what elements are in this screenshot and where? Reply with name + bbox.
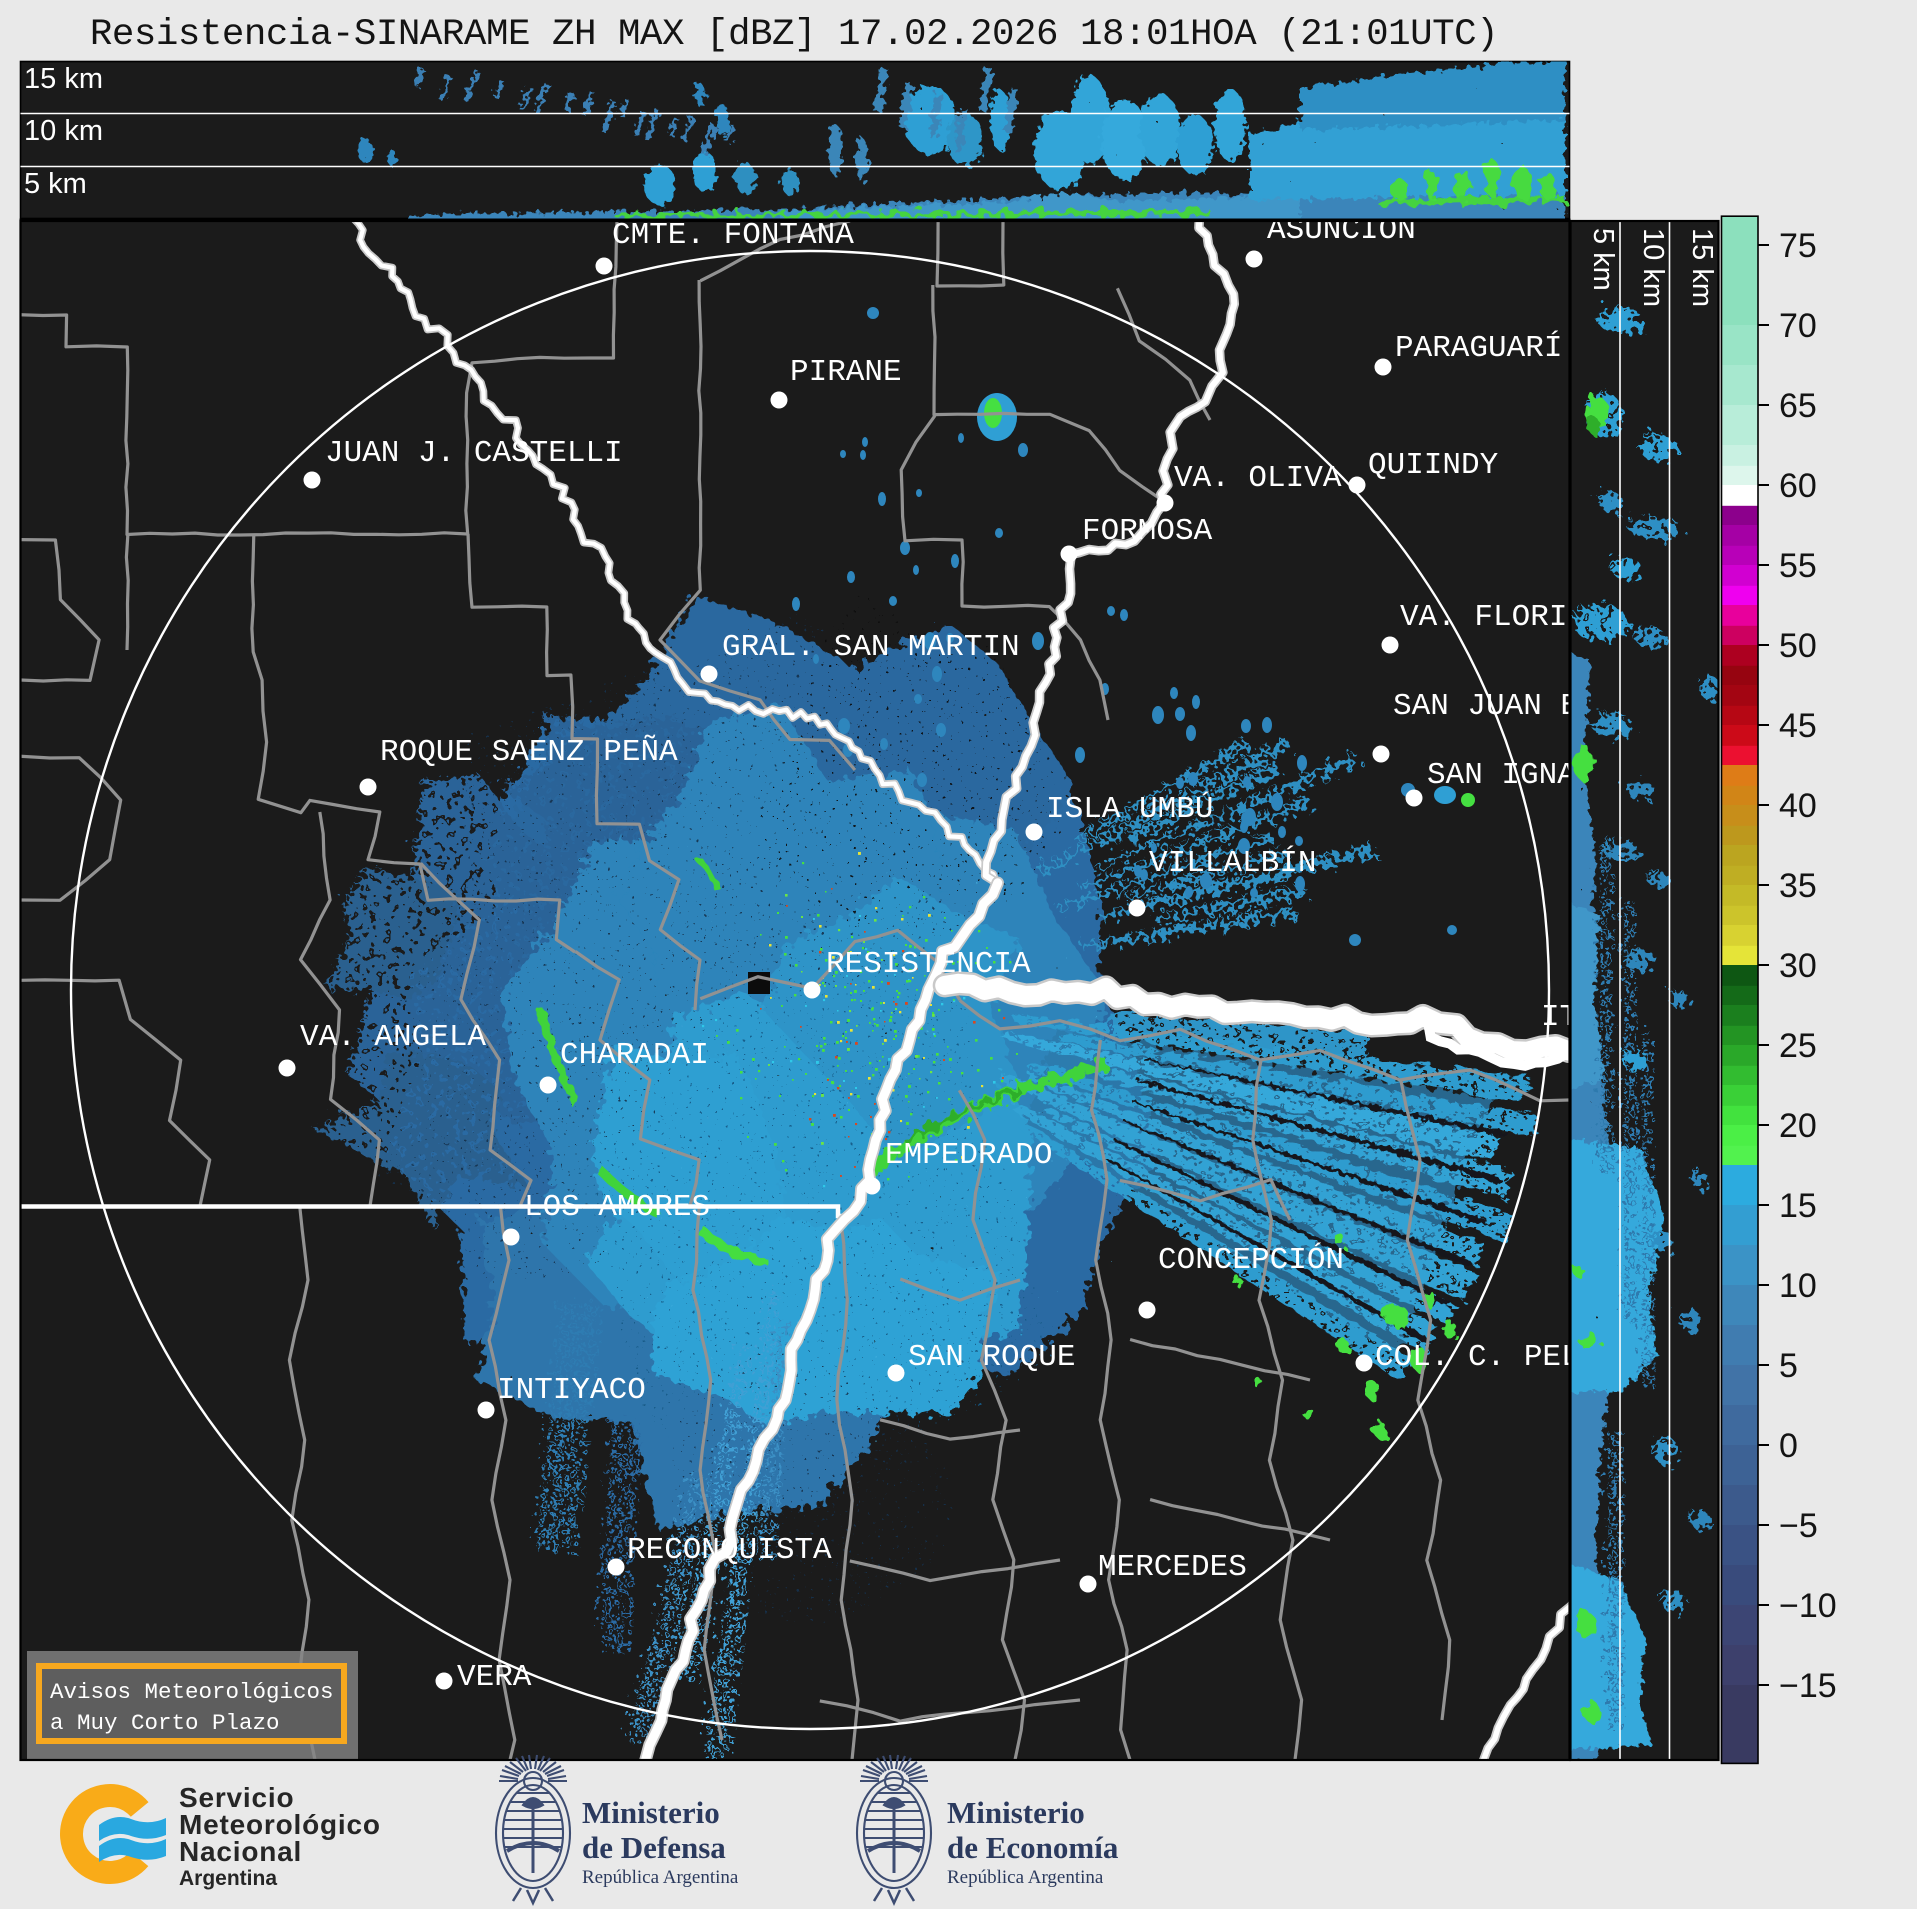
svg-text:ITUZAINGÓ: ITUZAINGÓ: [1541, 998, 1708, 1035]
svg-text:RECONQUISTA: RECONQUISTA: [627, 1533, 832, 1568]
svg-text:VILLALBÍN: VILLALBÍN: [1149, 844, 1316, 881]
svg-text:Meteorológico: Meteorológico: [179, 1809, 381, 1840]
svg-text:JUAN J. CASTELLI: JUAN J. CASTELLI: [325, 436, 623, 471]
svg-text:35: 35: [1779, 867, 1817, 905]
svg-text:60: 60: [1779, 467, 1817, 505]
svg-text:FORMOSA: FORMOSA: [1082, 514, 1213, 549]
svg-text:VA. FLORIDA: VA. FLORIDA: [1400, 600, 1605, 635]
svg-text:de Economía: de Economía: [947, 1830, 1119, 1865]
svg-text:VERA: VERA: [457, 1660, 532, 1695]
svg-text:10 km: 10 km: [1637, 228, 1669, 307]
svg-text:SAN IGNACIO: SAN IGNACIO: [1427, 758, 1632, 793]
svg-text:República Argentina: República Argentina: [582, 1867, 739, 1888]
svg-text:CONCEPCIÓN: CONCEPCIÓN: [1158, 1241, 1344, 1278]
svg-text:COL. C. PELLEGRINI: COL. C. PELLEGRINI: [1375, 1340, 1710, 1375]
svg-text:5: 5: [1779, 1347, 1798, 1385]
svg-text:15 km: 15 km: [24, 63, 103, 95]
svg-text:ROQUE SAENZ PEÑA: ROQUE SAENZ PEÑA: [380, 734, 678, 770]
svg-text:25: 25: [1779, 1027, 1817, 1065]
svg-text:50: 50: [1779, 627, 1817, 665]
svg-text:10: 10: [1779, 1267, 1817, 1305]
svg-text:LOS AMORES: LOS AMORES: [524, 1190, 710, 1225]
svg-text:15 km: 15 km: [1686, 228, 1718, 307]
svg-text:de Defensa: de Defensa: [582, 1830, 726, 1865]
svg-text:SAN ROQUE: SAN ROQUE: [908, 1340, 1075, 1375]
svg-text:Ministerio: Ministerio: [582, 1795, 720, 1830]
svg-text:VA. ANGELA: VA. ANGELA: [300, 1020, 486, 1055]
svg-text:GRAL. SAN MARTIN: GRAL. SAN MARTIN: [722, 630, 1020, 665]
svg-text:65: 65: [1779, 387, 1817, 425]
svg-text:RESISTENCIA: RESISTENCIA: [826, 947, 1031, 982]
svg-text:20: 20: [1779, 1107, 1817, 1145]
svg-text:−5: −5: [1779, 1507, 1818, 1545]
svg-text:ISLA UMBÚ: ISLA UMBÚ: [1046, 790, 1213, 827]
svg-text:30: 30: [1779, 947, 1817, 985]
svg-text:INTIYACO: INTIYACO: [497, 1373, 646, 1408]
svg-text:PIRANE: PIRANE: [790, 355, 902, 390]
svg-text:PARAGUARÍ: PARAGUARÍ: [1395, 329, 1562, 366]
svg-text:Servicio: Servicio: [179, 1782, 294, 1813]
svg-text:40: 40: [1779, 787, 1817, 825]
svg-text:MERCEDES: MERCEDES: [1098, 1550, 1247, 1585]
svg-text:Argentina: Argentina: [179, 1867, 277, 1890]
svg-text:Resistencia-SINARAME ZH MAX [d: Resistencia-SINARAME ZH MAX [dBZ] 17.02.…: [90, 14, 1498, 56]
svg-text:75: 75: [1779, 227, 1817, 265]
svg-text:CMTE. FONTANA: CMTE. FONTANA: [612, 218, 854, 253]
svg-text:ASUNCIÓN: ASUNCIÓN: [1267, 211, 1416, 248]
svg-text:QUIINDY: QUIINDY: [1368, 448, 1499, 483]
svg-text:15: 15: [1779, 1187, 1817, 1225]
svg-text:Avisos Meteorológicos: Avisos Meteorológicos: [50, 1679, 334, 1705]
svg-text:45: 45: [1779, 707, 1817, 745]
svg-text:70: 70: [1779, 307, 1817, 345]
svg-text:5 km: 5 km: [24, 168, 87, 200]
svg-text:Nacional: Nacional: [179, 1836, 302, 1867]
svg-text:10 km: 10 km: [24, 115, 103, 147]
svg-text:República Argentina: República Argentina: [947, 1867, 1104, 1888]
svg-text:SAN JUAN BAUTISTA: SAN JUAN BAUTISTA: [1393, 689, 1710, 724]
svg-text:55: 55: [1779, 547, 1817, 585]
svg-text:EMPEDRADO: EMPEDRADO: [885, 1138, 1052, 1173]
svg-text:0: 0: [1779, 1427, 1798, 1465]
svg-text:VA. OLIVA: VA. OLIVA: [1174, 461, 1342, 496]
svg-text:−15: −15: [1779, 1667, 1837, 1705]
svg-text:−10: −10: [1779, 1587, 1837, 1625]
svg-text:a Muy Corto Plazo: a Muy Corto Plazo: [50, 1710, 280, 1736]
svg-text:5 km: 5 km: [1587, 228, 1619, 291]
svg-text:Ministerio: Ministerio: [947, 1795, 1085, 1830]
svg-text:CHARADAI: CHARADAI: [560, 1038, 709, 1073]
